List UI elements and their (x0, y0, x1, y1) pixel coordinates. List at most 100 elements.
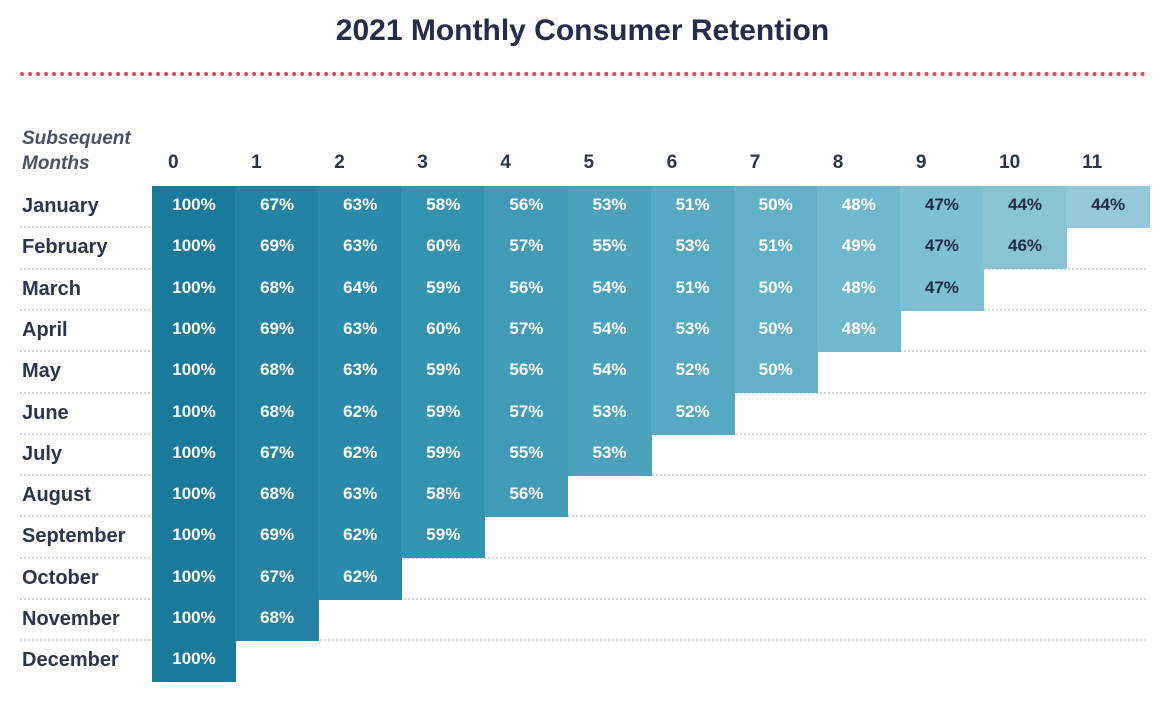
column-header: 10 (999, 152, 1021, 173)
heatmap-cell: 53% (650, 309, 735, 352)
heatmap-cell: 59% (401, 516, 486, 559)
heatmap-cell: 59% (401, 268, 486, 311)
column-header: 9 (915, 152, 927, 173)
heatmap-cell: 54% (567, 351, 652, 394)
heatmap-cell: 62% (318, 433, 403, 476)
heatmap-cell: 63% (318, 475, 403, 518)
heatmap-cell: 48% (816, 268, 901, 311)
heatmap-cell: 55% (484, 433, 569, 476)
heatmap-cell: 53% (567, 433, 652, 476)
heatmap-cell: 52% (650, 351, 735, 394)
row-label: May (22, 360, 61, 383)
column-header: 7 (749, 152, 761, 173)
heatmap-cell: 100% (152, 516, 236, 559)
heatmap-cell: 47% (899, 268, 984, 311)
heatmap-cell: 64% (318, 268, 403, 311)
row-gridline (20, 639, 1146, 642)
heatmap-cell: 47% (899, 186, 984, 228)
heatmap-cell: 47% (899, 227, 984, 270)
heatmap-cell: 100% (152, 227, 236, 270)
column-header: 2 (334, 152, 345, 173)
row-label: July (22, 442, 63, 465)
heatmap-cell: 67% (235, 433, 320, 476)
column-header: 5 (583, 152, 595, 173)
heatmap-cell: 48% (816, 309, 901, 352)
column-header: 1 (251, 152, 262, 173)
heatmap-cell: 69% (235, 227, 320, 270)
heatmap-cell: 63% (318, 227, 403, 270)
heatmap-cell: 100% (152, 557, 236, 600)
heatmap-cell: 58% (401, 186, 486, 228)
row-gridline (20, 598, 1146, 600)
heatmap-cell: 58% (401, 475, 486, 518)
heatmap-cell: 44% (983, 186, 1067, 228)
heatmap-cell: 100% (152, 268, 236, 311)
row-label: December (22, 649, 119, 672)
heatmap-cell: 49% (816, 227, 901, 270)
heatmap-cell: 63% (318, 186, 403, 228)
heatmap-cell: 55% (567, 227, 652, 270)
row-label: October (22, 566, 99, 589)
heatmap-cell: 68% (235, 599, 320, 641)
heatmap-cell: 100% (152, 640, 236, 683)
heatmap-cell: 62% (318, 516, 403, 559)
heatmap-cell: 63% (318, 351, 403, 394)
heatmap-cell: 53% (650, 227, 735, 270)
heatmap-cell: 56% (484, 268, 569, 311)
row-gridline (20, 556, 1146, 559)
title-divider (20, 72, 1146, 76)
heatmap-cell: 100% (152, 475, 236, 518)
heatmap-cell: 68% (235, 392, 320, 435)
heatmap-cell: 57% (484, 392, 569, 435)
heatmap-cell: 48% (816, 186, 901, 228)
row-label: November (22, 608, 120, 630)
column-header: 6 (666, 152, 678, 173)
heatmap-cell: 63% (318, 309, 403, 352)
heatmap-cell: 59% (401, 392, 486, 435)
heatmap-cell: 100% (152, 186, 236, 228)
heatmap-cell: 50% (733, 186, 818, 228)
column-header: 0 (168, 152, 179, 173)
heatmap-cell: 53% (567, 186, 652, 228)
heatmap-cell: 52% (650, 392, 735, 435)
heatmap-cell: 69% (235, 516, 320, 559)
heatmap-cell: 56% (484, 351, 569, 394)
heatmap-cell: 68% (235, 268, 320, 311)
heatmap-cell: 68% (235, 475, 320, 518)
column-header: 8 (832, 152, 844, 173)
heatmap-cell: 50% (733, 309, 818, 352)
heatmap-cell: 100% (152, 309, 236, 352)
heatmap-cell: 50% (733, 268, 818, 311)
heatmap-cell: 56% (484, 475, 569, 518)
row-label: February (22, 236, 108, 259)
heatmap-cell: 67% (235, 557, 320, 600)
heatmap-cell: 56% (484, 186, 569, 228)
heatmap-cell: 57% (484, 309, 569, 352)
row-label: January (22, 195, 99, 217)
heatmap-cell: 51% (733, 227, 818, 270)
row-label: March (22, 277, 81, 300)
column-header: 4 (500, 152, 511, 173)
row-label: April (22, 318, 68, 341)
x-axis-title: Subsequent Months (22, 128, 131, 174)
heatmap-cell: 68% (235, 351, 320, 394)
heatmap-cell: 67% (235, 186, 320, 228)
column-header: 11 (1082, 152, 1103, 173)
row-label: September (22, 525, 126, 548)
heatmap-cell: 100% (152, 351, 236, 394)
heatmap-cell: 54% (567, 268, 652, 311)
heatmap-cell: 62% (318, 392, 403, 435)
heatmap-cell: 51% (650, 186, 735, 228)
heatmap-cell: 100% (152, 392, 236, 435)
heatmap-cell: 44% (1066, 186, 1151, 228)
heatmap-cell: 100% (152, 599, 236, 641)
heatmap-cell: 51% (650, 268, 735, 311)
column-header: 3 (417, 152, 428, 173)
heatmap-cell: 62% (318, 557, 403, 600)
heatmap-cell: 59% (401, 433, 486, 476)
heatmap-cell: 50% (733, 351, 818, 394)
heatmap-cell: 57% (484, 227, 569, 270)
row-label: June (22, 401, 69, 424)
heatmap-cell: 59% (401, 351, 486, 394)
